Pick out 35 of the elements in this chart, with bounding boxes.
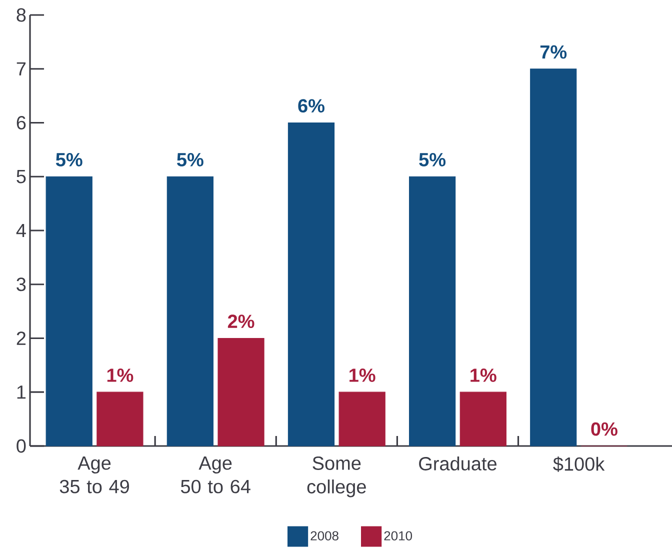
data-label: 5% <box>56 153 82 166</box>
data-label: 1% <box>107 368 134 382</box>
bar <box>96 392 144 446</box>
bar <box>46 176 92 446</box>
bar <box>408 176 456 446</box>
x-tick-label: Age 35 to 49 <box>60 456 129 494</box>
y-tick-label: 5 <box>16 170 26 184</box>
legend-label: 2010 <box>384 531 412 540</box>
bar <box>288 122 335 446</box>
data-label: 5% <box>177 153 204 166</box>
y-tick-label: 2 <box>16 332 26 345</box>
data-label: 0% <box>591 422 618 436</box>
data-label: 6% <box>298 99 324 113</box>
y-tick-label: 7 <box>16 62 26 76</box>
x-tick-label: Graduate <box>419 456 496 470</box>
data-label: 2% <box>228 314 254 328</box>
bar <box>166 176 214 446</box>
data-label: 7% <box>540 45 567 59</box>
y-tick-label: 4 <box>16 224 26 238</box>
data-label: 1% <box>350 368 376 382</box>
bar <box>530 68 577 446</box>
x-tick-label: Some college <box>307 456 366 498</box>
y-tick-label: 8 <box>16 8 26 22</box>
bar <box>460 392 506 446</box>
x-tick-label: Age 50 to 64 <box>180 456 250 494</box>
y-tick-label: 1 <box>17 386 26 399</box>
bar <box>218 338 264 446</box>
legend-label: 2008 <box>310 531 338 540</box>
y-tick-label: 3 <box>16 278 26 292</box>
bar <box>338 392 386 446</box>
data-label: 5% <box>419 153 446 166</box>
x-tick-label: $100k <box>553 456 605 472</box>
data-label: 1% <box>470 368 496 382</box>
y-tick-label: 6 <box>16 116 26 130</box>
y-tick-label: 0 <box>16 439 26 453</box>
